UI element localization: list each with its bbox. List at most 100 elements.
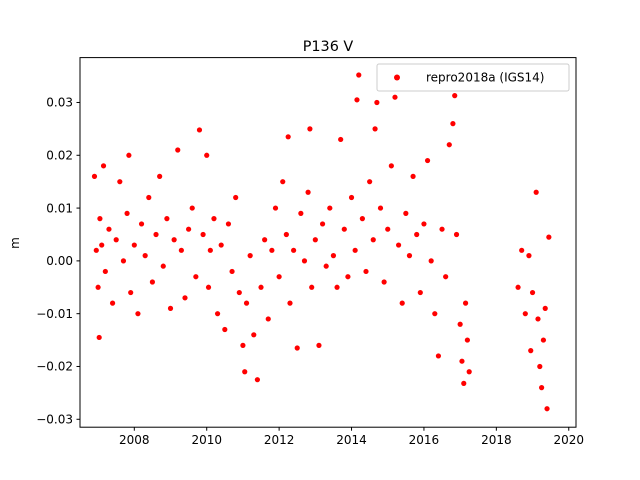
data-point [330,253,337,259]
data-point [301,258,308,264]
data-point [522,311,528,317]
data-point [462,300,469,306]
data-point [283,231,289,238]
data-point [243,300,250,306]
data-point [225,221,232,227]
data-point [128,289,134,296]
y-tick-label: −0.01 [36,307,73,321]
data-point [126,152,132,158]
plot-markers [91,72,552,412]
data-point [182,295,188,301]
data-point [285,134,291,140]
data-point [287,300,293,306]
data-point [312,237,318,243]
data-point [247,253,253,259]
data-point [99,242,105,248]
data-point [149,279,156,285]
data-point [153,231,159,238]
data-point [374,99,380,106]
data-point [338,136,344,143]
data-point [439,226,445,232]
data-point [211,216,217,222]
data-point [421,221,427,227]
data-point [345,274,351,280]
data-point [205,284,212,290]
x-tick-label: 2018 [481,433,512,447]
data-point [262,237,268,243]
data-point [276,274,282,280]
data-point [316,342,322,348]
data-point [377,205,384,211]
data-point [388,163,394,169]
data-point [186,226,192,232]
data-point [100,163,107,169]
data-point [200,231,206,238]
data-point [135,311,141,317]
x-tick-label: 2008 [119,433,150,447]
data-point [160,263,166,269]
data-point [450,121,456,127]
data-point [131,242,137,248]
data-point [233,194,239,201]
data-point [424,157,431,164]
data-point [526,253,532,259]
data-point [417,289,423,296]
plot-frame [79,57,577,428]
data-point [307,126,313,132]
data-point [546,234,552,240]
data-point [529,289,536,296]
data-point [466,369,472,375]
data-point [464,337,470,343]
data-point [97,216,103,222]
data-point [157,173,163,179]
y-tick-label: 0.03 [46,96,73,110]
y-axis-label: m [8,237,22,249]
x-tick-label: 2010 [191,433,222,447]
data-point [403,210,409,216]
y-tick-label: 0.00 [46,254,73,268]
data-point [124,210,130,216]
data-point [138,221,145,227]
x-tick-label: 2012 [264,433,295,447]
data-point [91,173,98,179]
data-point [428,258,434,264]
data-point [396,242,402,248]
x-axis: 2008 2010 2012 2014 2016 2018 2020 [119,427,584,447]
data-point [446,142,452,148]
data-point [309,284,315,290]
data-point [359,216,365,222]
data-point [443,274,449,280]
data-point [207,247,213,253]
data-point [461,380,467,386]
y-tick-label: −0.03 [36,412,73,426]
data-point [109,300,116,306]
data-point [544,406,550,412]
data-point [291,247,297,253]
data-point [410,173,416,179]
data-point [370,237,376,243]
data-point [535,316,541,322]
data-point [272,205,279,211]
y-axis: −0.03 −0.02 −0.01 0.00 0.01 0.02 0.03 [36,96,80,426]
data-point [96,334,102,341]
data-point [323,263,329,269]
data-point [189,205,195,211]
data-point [385,226,391,232]
data-point [539,385,545,391]
data-point [354,97,360,103]
data-point [363,268,369,275]
data-point [459,358,465,364]
data-point [414,231,420,238]
data-point [542,305,548,311]
data-point [515,284,521,290]
legend: repro2018a (IGS14) [376,63,570,92]
data-point [452,93,458,99]
data-point [171,237,177,243]
data-point [367,179,373,185]
data-point [102,268,108,275]
data-point [120,258,127,264]
x-tick-label: 2020 [553,433,584,447]
data-point [533,189,539,195]
data-point [294,345,300,351]
